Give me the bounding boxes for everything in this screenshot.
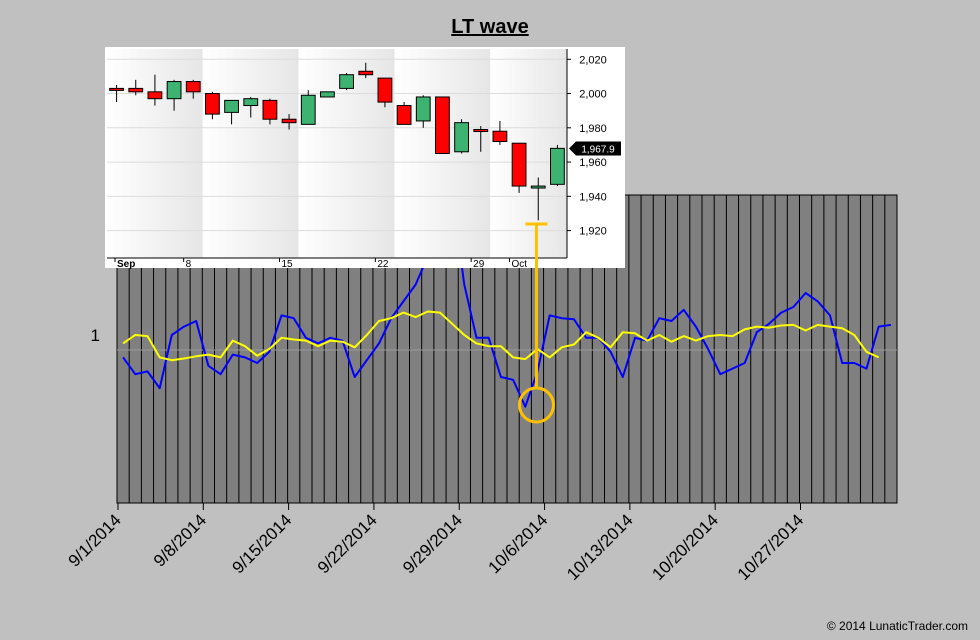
candle-body — [511, 142, 527, 187]
inset-y-tick-label: 2,000 — [579, 89, 607, 101]
week-shading — [202, 49, 299, 258]
candle-body — [473, 129, 489, 133]
candle-body — [166, 81, 182, 100]
candle-body — [147, 91, 163, 100]
candle-body — [224, 99, 239, 113]
inset-x-tick-label: Oct — [512, 259, 528, 270]
x-tick-label: 9/29/2014 — [399, 510, 466, 577]
x-tick-label: 10/27/2014 — [734, 510, 808, 584]
inset-x-tick-label: 15 — [282, 259, 294, 270]
candle-body — [205, 93, 220, 115]
candle-body — [339, 74, 354, 89]
candle-body — [415, 96, 431, 122]
inset-x-tick-label: Sep — [117, 259, 135, 270]
candle-body — [492, 130, 508, 143]
yellow-line-series — [122, 310, 880, 362]
x-tick-label: 9/22/2014 — [314, 510, 381, 577]
inset-x-tick-label: 29 — [473, 259, 485, 270]
x-tick-label: 9/8/2014 — [150, 510, 210, 570]
inset-y-tick-label: 1,980 — [579, 123, 607, 135]
annotation-layer — [517, 222, 555, 424]
inset-x-tick-label: 8 — [186, 259, 192, 270]
candle-body — [300, 94, 316, 125]
inset-y-tick-label: 1,940 — [579, 191, 607, 203]
candle-body — [185, 81, 201, 93]
candle-body — [454, 122, 469, 153]
inset-y-tick-label: 2,020 — [579, 54, 607, 66]
candle-body — [530, 185, 546, 189]
candle-body — [320, 91, 335, 98]
candle-body — [128, 87, 144, 93]
x-tick-label: 10/6/2014 — [484, 510, 551, 577]
last-price-label: 1,967.9 — [581, 145, 615, 156]
x-tick-label: 9/15/2014 — [229, 510, 296, 577]
candle-body — [377, 77, 393, 103]
candle-body — [243, 98, 259, 107]
candle-body — [550, 147, 565, 185]
inset-y-tick-label: 1,920 — [579, 226, 607, 238]
candle-body — [109, 87, 124, 91]
y-tick-label: 1 — [91, 326, 100, 345]
inset-candlestick-chart: 2,020 2,000 1,980 1,960 1,940 1,920 Sep 8 15 22 29… — [105, 47, 625, 270]
candle-body — [281, 118, 297, 124]
candle-body — [262, 99, 278, 120]
copyright-text: © 2014 LunaticTrader.com — [826, 619, 968, 633]
x-tick-label: 10/20/2014 — [648, 510, 722, 584]
x-tick-label: 10/13/2014 — [563, 510, 637, 584]
inset-y-tick-label: 1,960 — [579, 157, 607, 169]
candle-body — [396, 105, 412, 125]
candle-body — [358, 70, 374, 76]
candle-body — [435, 96, 450, 155]
x-tick-label: 9/1/2014 — [65, 510, 125, 570]
series-layer — [122, 188, 892, 408]
inset-x-tick-label: 22 — [377, 259, 389, 270]
page-title: LT wave — [451, 16, 529, 38]
annotation-circle — [517, 386, 555, 424]
last-price-badge — [569, 141, 621, 156]
